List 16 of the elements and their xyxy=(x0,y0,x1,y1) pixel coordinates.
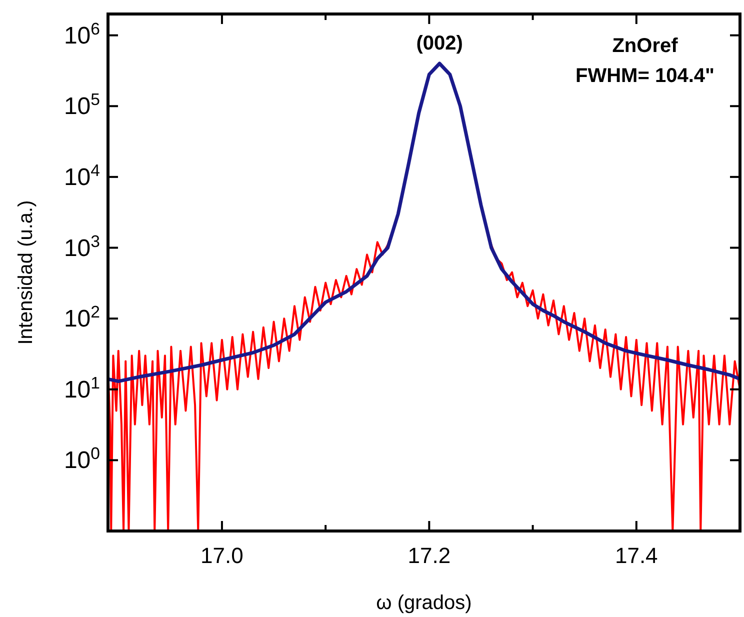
y-tick-label: 10$^{5}$ xyxy=(64,90,100,120)
x-tick-label: 17.2 xyxy=(408,543,451,568)
y-tick-label: 10$^{3}$ xyxy=(64,231,100,262)
x-tick-label: 17.4 xyxy=(614,543,658,568)
y-tick-label: 10$^{4}$ xyxy=(64,160,100,191)
y-axis-title: Intensidad (u.a.) xyxy=(15,200,37,345)
y-tick-label: 10$^{1}$ xyxy=(64,372,100,404)
line-series xyxy=(108,62,740,384)
annotation: FWHM= 104.4" xyxy=(576,65,714,87)
y-tick-label: 10$^{0}$ xyxy=(64,444,100,474)
annotation: (002) xyxy=(416,32,463,54)
y-tick-label: 10$^{6}$ xyxy=(64,18,100,50)
y-tick-label: 10$^{2}$ xyxy=(64,302,100,333)
x-tick-label: 17.0 xyxy=(200,543,244,568)
x-axis-title: ω (grados) xyxy=(376,592,472,614)
annotation: ZnOref xyxy=(612,35,678,57)
